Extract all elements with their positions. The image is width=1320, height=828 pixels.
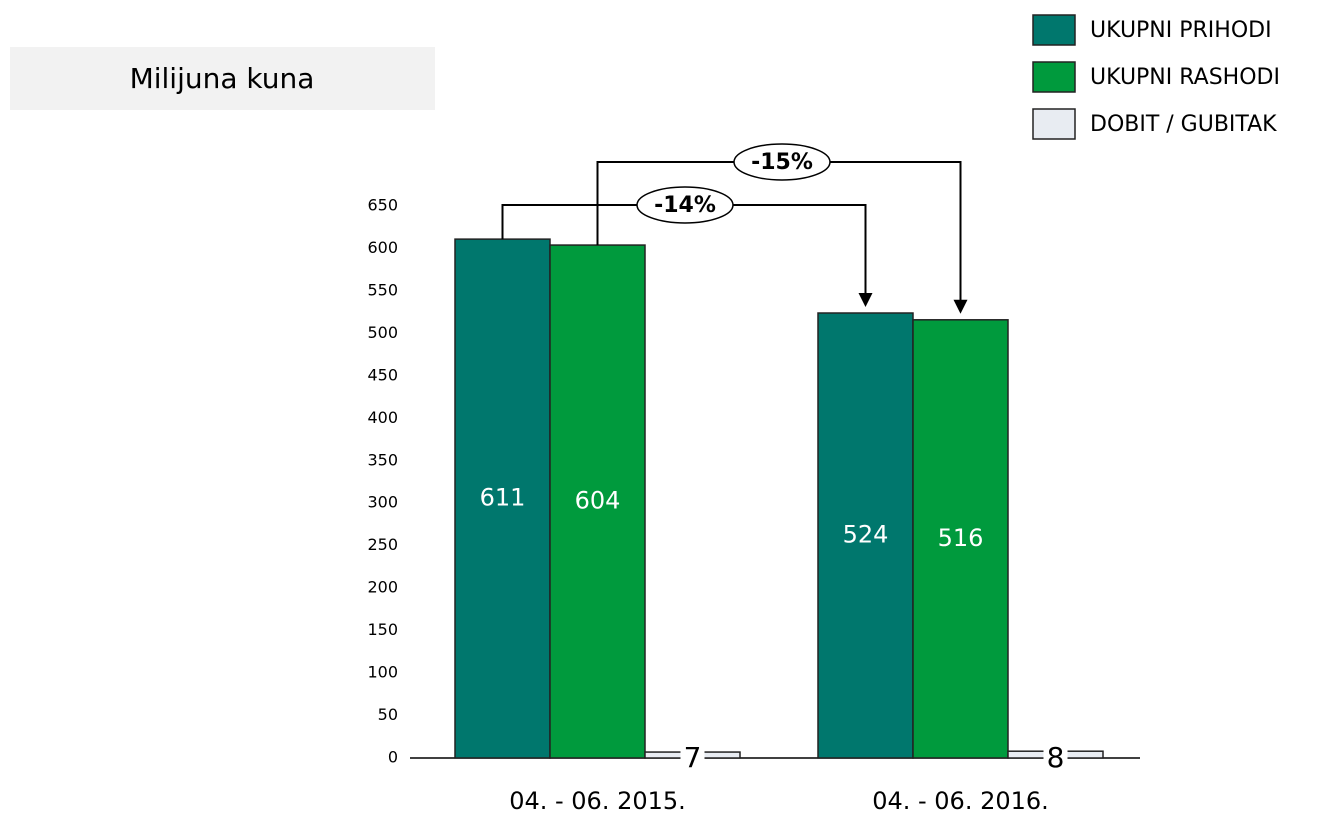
y-tick-label: 150 [367,620,398,639]
legend-label: UKUPNI PRIHODI [1090,18,1272,43]
bar [454,238,551,759]
legend-label: UKUPNI RASHODI [1090,65,1280,90]
unit-box [10,47,435,110]
y-tick-label: 250 [367,535,398,554]
unit-label: Milijuna kuna [130,62,315,95]
value-label: 611 [480,484,526,512]
legend-swatch [1032,61,1076,93]
x-tick-label: 04. - 06. 2015. [509,787,686,815]
y-tick-label: 400 [367,408,398,427]
y-tick-label: 450 [367,365,398,384]
annotation-label: -15% [751,150,813,175]
y-tick-label: 600 [367,238,398,257]
value-label: 7 [684,741,702,774]
bar [549,244,646,759]
annotation-oval [636,186,734,224]
bar [912,319,1009,759]
y-tick-label: 0 [388,748,398,767]
y-tick-label: 350 [367,450,398,469]
value-label: 8 [1047,741,1065,774]
y-tick-label: 300 [367,493,398,512]
value-label-bg [1043,746,1068,770]
annotation-arrow [953,299,968,314]
annotation-label: -14% [654,193,716,218]
y-tick-label: 550 [367,280,398,299]
value-label: 516 [938,524,984,552]
y-tick-label: 100 [367,663,398,682]
y-tick-label: 50 [378,705,398,724]
y-tick-label: 500 [367,323,398,342]
legend-swatch [1032,108,1076,140]
value-label: 604 [575,487,621,515]
x-tick-label: 04. - 06. 2016. [872,787,1049,815]
bar [817,312,914,759]
y-tick-label: 650 [367,196,398,215]
annotation-oval [733,143,831,181]
legend-label: DOBIT / GUBITAK [1090,112,1277,137]
value-label: 524 [843,521,889,549]
value-label-bg [680,746,705,770]
legend-swatch [1032,14,1076,46]
annotation-arrow [858,293,873,308]
y-tick-label: 200 [367,578,398,597]
annotation-connector [596,161,962,302]
